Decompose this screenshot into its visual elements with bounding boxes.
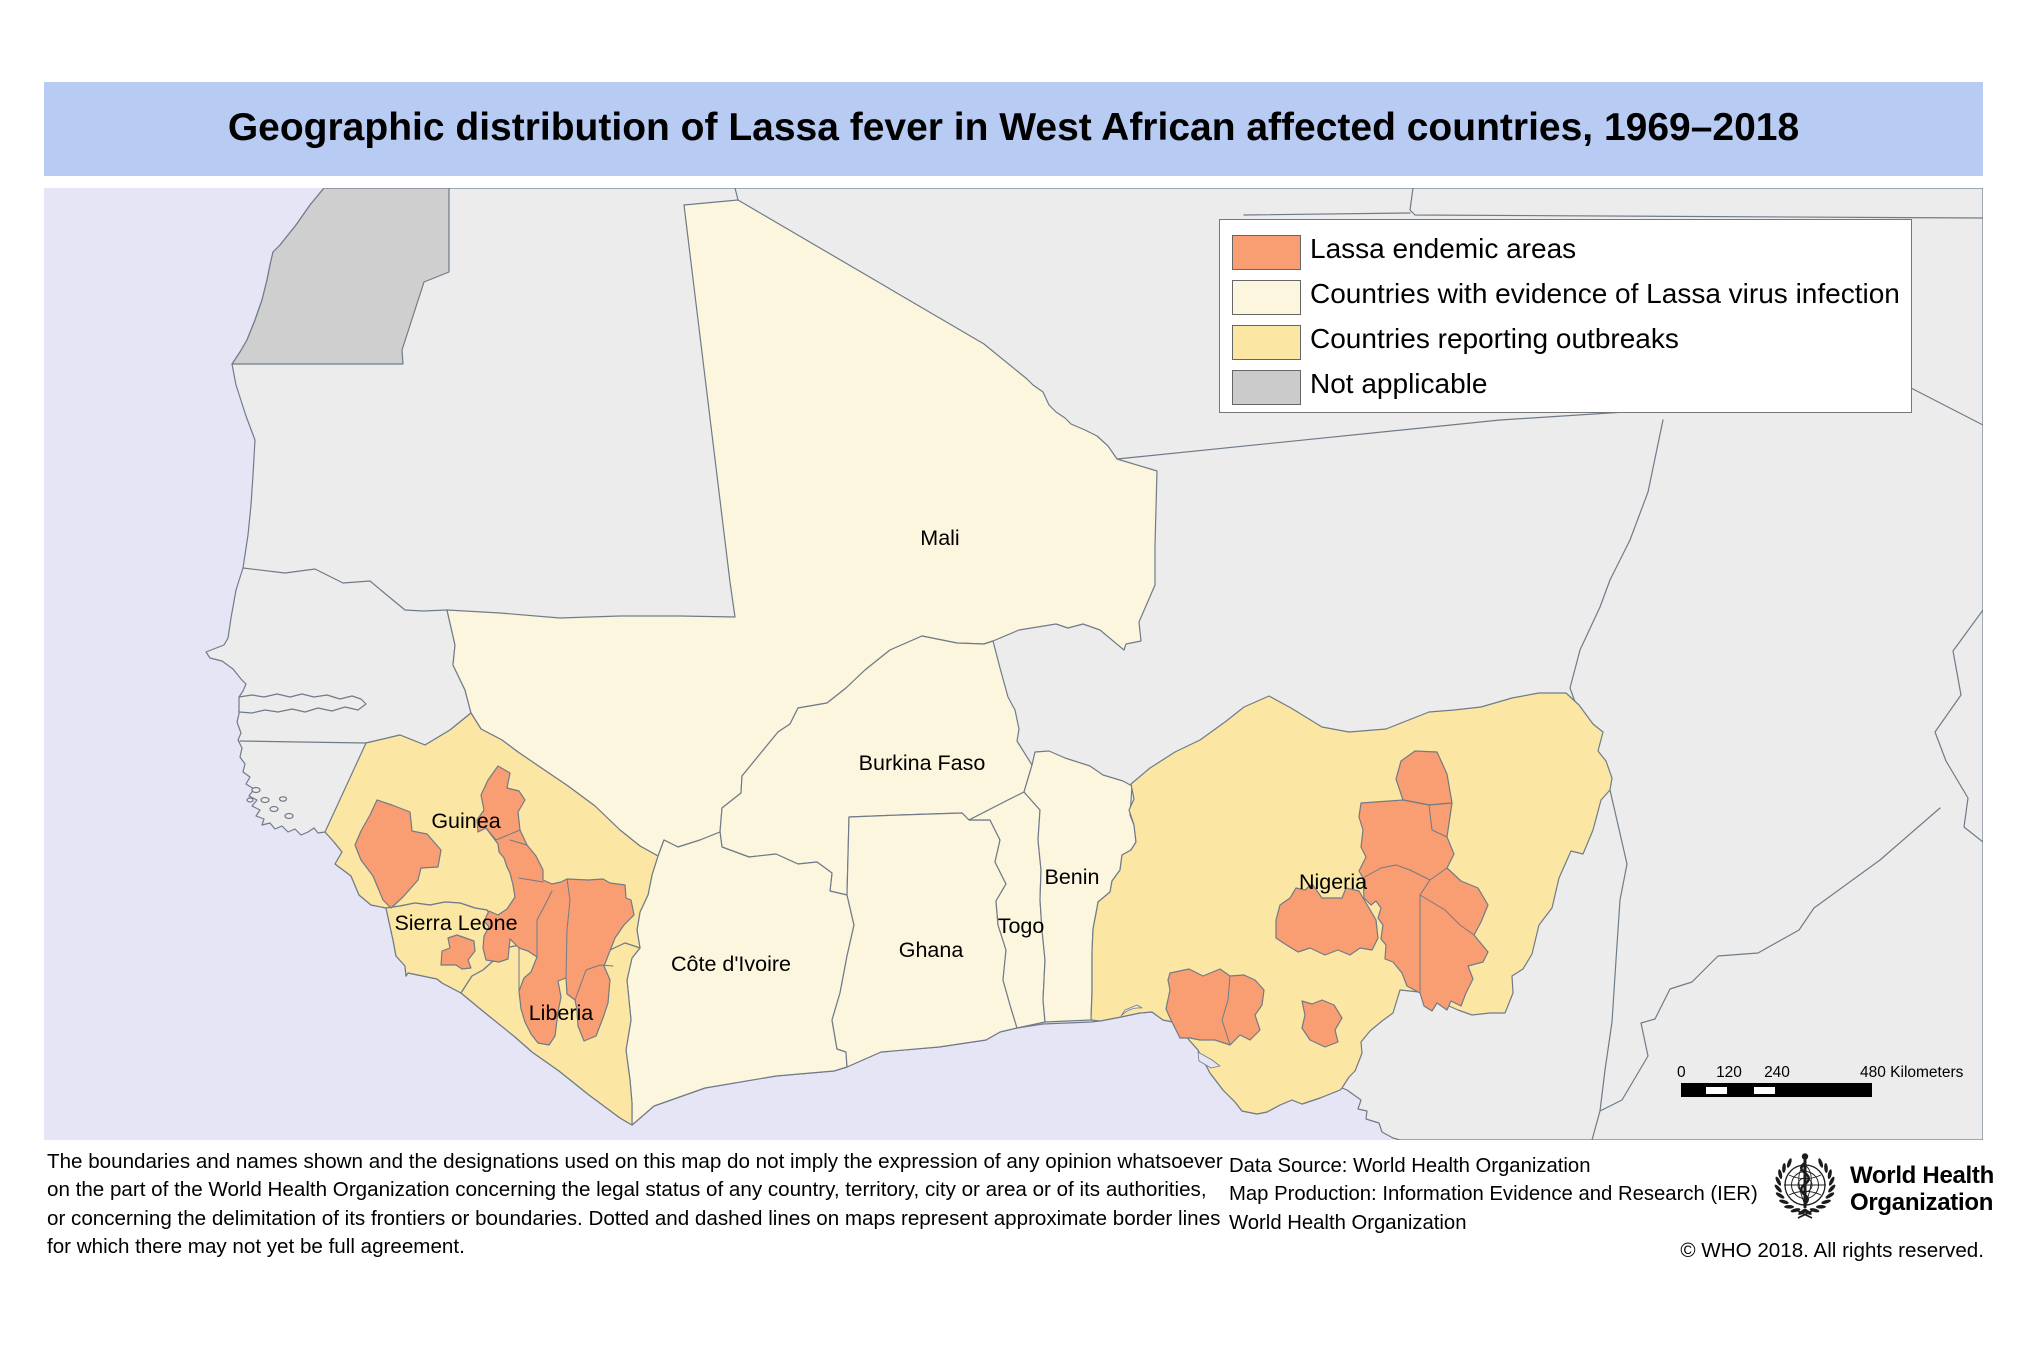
- svg-text:Mali: Mali: [920, 526, 959, 550]
- svg-text:Côte d'Ivoire: Côte d'Ivoire: [671, 952, 791, 976]
- svg-text:120: 120: [1716, 1064, 1742, 1081]
- svg-text:Benin: Benin: [1045, 865, 1100, 889]
- svg-text:Guinea: Guinea: [431, 809, 500, 833]
- svg-text:Burkina Faso: Burkina Faso: [859, 751, 986, 775]
- svg-text:480 Kilometers: 480 Kilometers: [1860, 1064, 1964, 1081]
- svg-text:Nigeria: Nigeria: [1299, 870, 1367, 894]
- svg-text:Togo: Togo: [998, 914, 1045, 938]
- svg-text:Ghana: Ghana: [899, 938, 964, 962]
- svg-text:Sierra Leone: Sierra Leone: [394, 911, 517, 935]
- svg-text:0: 0: [1677, 1064, 1686, 1081]
- svg-text:Liberia: Liberia: [529, 1001, 594, 1025]
- svg-text:240: 240: [1764, 1064, 1790, 1081]
